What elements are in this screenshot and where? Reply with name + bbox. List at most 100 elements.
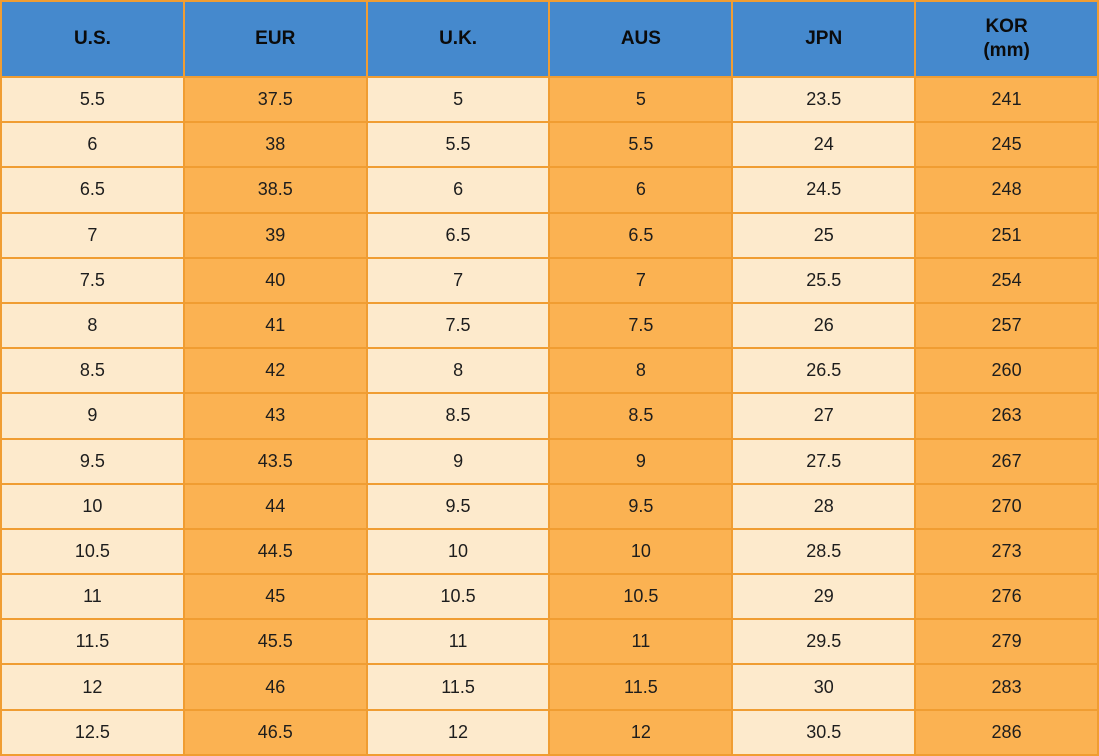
table-cell: 9.5: [365, 482, 551, 530]
table-cell: 5: [548, 75, 734, 124]
table-cell: 10: [0, 482, 185, 530]
table-cell: 251: [914, 211, 1099, 259]
table-cell: 7: [548, 256, 734, 304]
table-cell: 241: [914, 75, 1099, 124]
table-cell: 6: [548, 166, 734, 214]
table-cell: 248: [914, 166, 1099, 214]
table-cell: 30.5: [731, 708, 917, 756]
table-cell: 8.5: [365, 392, 551, 440]
table-row: 7.5 40 7 7 25.5 254: [0, 256, 1099, 304]
table-cell: 27.5: [731, 437, 917, 485]
table-row: 9.5 43.5 9 9 27.5 267: [0, 437, 1099, 485]
table-cell: 43: [182, 392, 368, 440]
table-cell: 11.5: [548, 663, 734, 711]
table-cell: 45: [182, 573, 368, 621]
table-cell: 8: [365, 347, 551, 395]
table-row: 6.5 38.5 6 6 24.5 248: [0, 166, 1099, 214]
table-cell: 5: [365, 75, 551, 124]
table-cell: 9: [365, 437, 551, 485]
table-row: 12 46 11.5 11.5 30 283: [0, 663, 1099, 711]
table-cell: 254: [914, 256, 1099, 304]
column-header-us: U.S.: [0, 0, 185, 78]
column-header-label: JPN: [805, 28, 843, 49]
table-cell: 10.5: [0, 527, 185, 576]
column-header-label: KOR: [985, 16, 1028, 37]
table-cell: 9: [548, 437, 734, 485]
table-cell: 276: [914, 573, 1099, 621]
table-cell: 23.5: [731, 75, 917, 124]
table-cell: 9.5: [0, 437, 185, 485]
table-row: 10.5 44.5 10 10 28.5 273: [0, 527, 1099, 576]
table-row: 10 44 9.5 9.5 28 270: [0, 482, 1099, 530]
table-cell: 257: [914, 301, 1099, 350]
table-cell: 39: [182, 211, 368, 259]
table-cell: 5.5: [548, 121, 734, 169]
table-cell: 24.5: [731, 166, 917, 214]
table-cell: 10: [365, 527, 551, 576]
table-cell: 11: [365, 618, 551, 666]
table-cell: 44.5: [182, 527, 368, 576]
column-header-unit: (mm): [983, 40, 1030, 61]
table-cell: 12: [548, 708, 734, 756]
table-cell: 10: [548, 527, 734, 576]
table-cell: 44: [182, 482, 368, 530]
table-row: 11.5 45.5 11 11 29.5 279: [0, 618, 1099, 666]
table-cell: 9: [0, 392, 185, 440]
table-cell: 6: [0, 121, 185, 169]
table-cell: 273: [914, 527, 1099, 576]
table-cell: 25: [731, 211, 917, 259]
table-cell: 7: [0, 211, 185, 259]
table-row: 8 41 7.5 7.5 26 257: [0, 301, 1099, 350]
table-cell: 28.5: [731, 527, 917, 576]
table-cell: 38.5: [182, 166, 368, 214]
table-cell: 12: [0, 663, 185, 711]
table-cell: 7: [365, 256, 551, 304]
table-cell: 12.5: [0, 708, 185, 756]
table-cell: 6.5: [0, 166, 185, 214]
table-cell: 6: [365, 166, 551, 214]
table-cell: 46: [182, 663, 368, 711]
table-cell: 270: [914, 482, 1099, 530]
table-cell: 10.5: [365, 573, 551, 621]
table-cell: 10.5: [548, 573, 734, 621]
table-cell: 11: [0, 573, 185, 621]
table-cell: 28: [731, 482, 917, 530]
table-cell: 30: [731, 663, 917, 711]
table-cell: 7.5: [548, 301, 734, 350]
table-cell: 6.5: [548, 211, 734, 259]
column-header-label: AUS: [620, 28, 661, 49]
table-cell: 42: [182, 347, 368, 395]
table-cell: 7.5: [365, 301, 551, 350]
table-cell: 26.5: [731, 347, 917, 395]
table-row: 5.5 37.5 5 5 23.5 241: [0, 75, 1099, 124]
table-cell: 11.5: [0, 618, 185, 666]
table-cell: 46.5: [182, 708, 368, 756]
table-cell: 45.5: [182, 618, 368, 666]
table-cell: 29: [731, 573, 917, 621]
table-cell: 9.5: [548, 482, 734, 530]
table-row: 11 45 10.5 10.5 29 276: [0, 573, 1099, 621]
table-cell: 11: [548, 618, 734, 666]
column-header-label: U.S.: [73, 28, 111, 49]
table-cell: 25.5: [731, 256, 917, 304]
table-cell: 283: [914, 663, 1099, 711]
table-cell: 7.5: [0, 256, 185, 304]
table-cell: 11.5: [365, 663, 551, 711]
table-cell: 245: [914, 121, 1099, 169]
column-header-label: U.K.: [439, 28, 478, 49]
table-cell: 37.5: [182, 75, 368, 124]
table-cell: 8: [0, 301, 185, 350]
table-cell: 267: [914, 437, 1099, 485]
table-cell: 286: [914, 708, 1099, 756]
table-cell: 43.5: [182, 437, 368, 485]
table-cell: 40: [182, 256, 368, 304]
table-cell: 8.5: [0, 347, 185, 395]
column-header-kor: KOR (mm): [914, 0, 1099, 78]
table-cell: 24: [731, 121, 917, 169]
table-cell: 6.5: [365, 211, 551, 259]
table-cell: 29.5: [731, 618, 917, 666]
table-cell: 263: [914, 392, 1099, 440]
table-row: 12.5 46.5 12 12 30.5 286: [0, 708, 1099, 756]
table-cell: 279: [914, 618, 1099, 666]
table-cell: 260: [914, 347, 1099, 395]
